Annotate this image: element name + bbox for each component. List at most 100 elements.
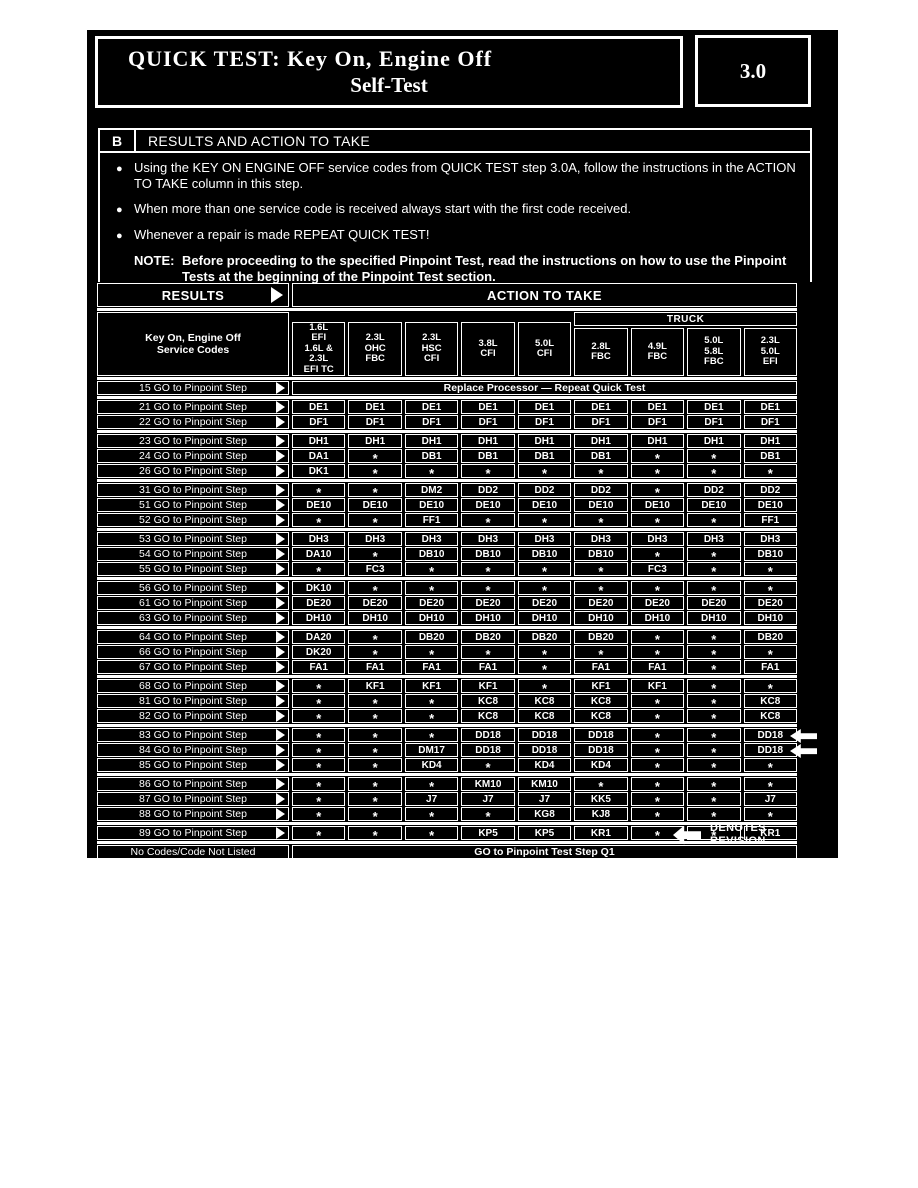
action-cell: * bbox=[348, 758, 402, 775]
asterisk: * bbox=[372, 450, 378, 466]
service-codes-header: Key On, Engine Off Service Codes bbox=[97, 312, 289, 376]
action-cell: * bbox=[630, 630, 685, 647]
table-row: 81 GO to Pinpoint Step * * * KC8 KC8 KC8 * * KC8 bbox=[97, 694, 797, 711]
denotes-text: DENOTES REVISION bbox=[710, 822, 766, 848]
action-cell: * bbox=[461, 758, 515, 775]
action-cell: * bbox=[348, 826, 402, 843]
row-label-cell: 15 GO to Pinpoint Step bbox=[97, 381, 289, 395]
action-cell: * bbox=[461, 513, 515, 530]
action-cell: DA10 bbox=[292, 547, 346, 561]
asterisk: * bbox=[316, 744, 322, 760]
action-cell: DA20 bbox=[292, 630, 346, 644]
action-cell: * bbox=[687, 758, 741, 775]
engine-column-line: 5.0L bbox=[704, 335, 724, 347]
asterisk: * bbox=[485, 563, 491, 579]
asterisk: * bbox=[711, 744, 717, 760]
action-cell: * bbox=[461, 645, 515, 662]
table-row: 51 GO to Pinpoint Step DE10 DE10 DE10 DE10 DE… bbox=[97, 498, 797, 512]
action-cell: DH3 bbox=[292, 532, 346, 546]
action-cell: DH3 bbox=[517, 532, 572, 546]
asterisk: * bbox=[485, 465, 491, 481]
action-cell: DD2 bbox=[461, 483, 515, 497]
action-cell: * bbox=[404, 645, 459, 662]
action-cell: * bbox=[687, 581, 741, 598]
asterisk: * bbox=[485, 808, 491, 824]
asterisk: * bbox=[654, 729, 660, 745]
action-cell: * bbox=[687, 777, 741, 794]
row-label-cell: 64 GO to Pinpoint Step bbox=[97, 630, 289, 644]
engine-column-header: 5.0L 5.8L FBC bbox=[687, 328, 741, 376]
asterisk: * bbox=[654, 484, 660, 500]
asterisk: * bbox=[598, 582, 604, 598]
engine-column-line: EFI bbox=[762, 356, 778, 368]
engine-column-line: 5.8L bbox=[704, 345, 724, 357]
service-codes-line1: Key On, Engine Off bbox=[145, 332, 241, 344]
action-cell: DB20 bbox=[574, 630, 628, 644]
action-cell: DK10 bbox=[292, 581, 346, 595]
action-cell: * bbox=[517, 679, 572, 696]
action-cell: DE10 bbox=[292, 498, 346, 512]
engine-column-header: 2.3L 5.0L EFI bbox=[743, 328, 797, 376]
row-label-cell: 24 GO to Pinpoint Step bbox=[97, 449, 289, 463]
action-cell: DH10 bbox=[687, 611, 741, 625]
action-cell: * bbox=[348, 547, 402, 564]
note-text: Before proceeding to the specified Pinpo… bbox=[182, 253, 787, 284]
table-row: 23 GO to Pinpoint Step DH1 DH1 DH1 DH1 DH1 DH1… bbox=[97, 434, 797, 448]
action-cell: * bbox=[348, 645, 402, 662]
action-cell: * bbox=[348, 807, 402, 824]
action-cell: DE20 bbox=[743, 596, 797, 610]
service-codes-line2: Service Codes bbox=[156, 344, 230, 356]
action-cell: KF1 bbox=[574, 679, 628, 693]
table-header-row: RESULTS ACTION TO TAKE bbox=[97, 283, 797, 307]
group-separator bbox=[97, 626, 797, 629]
engine-column-line: OHC bbox=[364, 342, 386, 354]
row-label-cell: 66 GO to Pinpoint Step bbox=[97, 645, 289, 659]
asterisk: * bbox=[767, 778, 773, 794]
action-cell: KC8 bbox=[517, 694, 572, 708]
note-label: NOTE: bbox=[134, 253, 175, 268]
asterisk: * bbox=[429, 582, 435, 598]
action-cell: DB10 bbox=[574, 547, 628, 561]
action-cell: KF1 bbox=[348, 679, 402, 693]
action-cell: DB10 bbox=[404, 547, 459, 561]
asterisk: * bbox=[429, 646, 435, 662]
action-cell: * bbox=[630, 728, 685, 745]
action-cell: DH3 bbox=[687, 532, 741, 546]
row-label-cell: 26 GO to Pinpoint Step bbox=[97, 464, 289, 478]
action-cell: KF1 bbox=[630, 679, 685, 693]
table-row: 22 GO to Pinpoint Step DF1 DF1 DF1 DF1 DF1 DF1… bbox=[97, 415, 797, 429]
asterisk: * bbox=[767, 759, 773, 775]
asterisk: * bbox=[372, 778, 378, 794]
action-cell: DE20 bbox=[292, 596, 346, 610]
asterisk: * bbox=[654, 548, 660, 564]
asterisk: * bbox=[316, 827, 322, 843]
action-cell: J7 bbox=[461, 792, 515, 806]
action-cell: * bbox=[517, 562, 572, 579]
table-row: 54 GO to Pinpoint Step DA10 * DB10 DB10 DB10 D… bbox=[97, 547, 797, 564]
action-cell: DB20 bbox=[461, 630, 515, 644]
action-cell: KP5 bbox=[517, 826, 572, 840]
action-cell: KC8 bbox=[517, 709, 572, 723]
action-cell: * bbox=[404, 694, 459, 711]
asterisk: * bbox=[372, 695, 378, 711]
action-cell: DE20 bbox=[630, 596, 685, 610]
asterisk: * bbox=[316, 778, 322, 794]
action-cell: * bbox=[743, 758, 797, 775]
results-table: RESULTS ACTION TO TAKE Key On, Engine Off S… bbox=[97, 282, 797, 859]
asterisk: * bbox=[711, 631, 717, 647]
arrow-right-icon bbox=[276, 661, 285, 673]
asterisk: * bbox=[372, 729, 378, 745]
action-cell: KD4 bbox=[404, 758, 459, 772]
action-cell: * bbox=[630, 758, 685, 775]
group-separator bbox=[97, 841, 797, 844]
group-separator bbox=[97, 822, 797, 825]
action-cell: * bbox=[630, 777, 685, 794]
action-cell: * bbox=[461, 807, 515, 824]
table-row: 85 GO to Pinpoint Step * * KD4 * KD4 KD4 * * * bbox=[97, 758, 797, 775]
asterisk: * bbox=[654, 827, 660, 843]
asterisk: * bbox=[429, 563, 435, 579]
engine-column-line: FBC bbox=[365, 353, 385, 365]
action-cell: * bbox=[292, 709, 346, 726]
action-cell: * bbox=[574, 581, 628, 598]
arrow-right-icon bbox=[276, 695, 285, 707]
